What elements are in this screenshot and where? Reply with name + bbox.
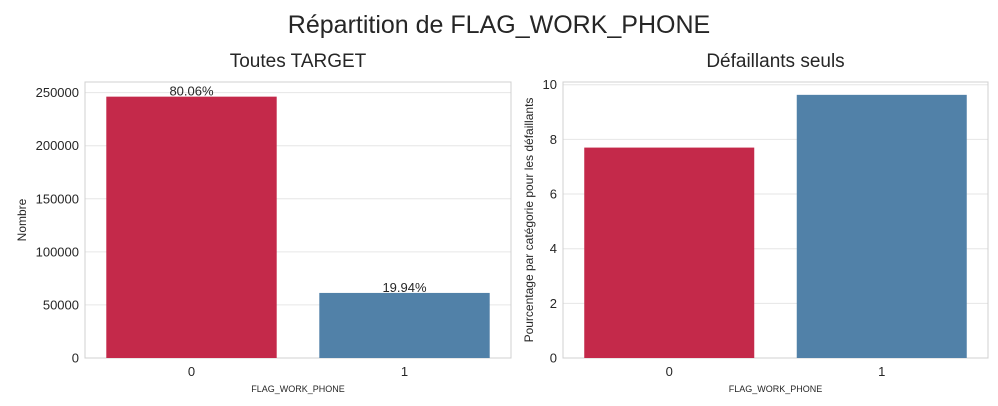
chart-right-bar-1 [796,94,967,358]
chart-left-bar-0 [106,96,277,358]
chart-right-ytick-label: 8 [550,132,557,147]
chart-right-ytick-label: 6 [550,187,557,202]
chart-left-ytick-label: 100000 [36,244,79,259]
chart-right-ytick-label: 2 [550,296,557,311]
chart-left-ytick-label: 150000 [36,191,79,206]
chart-left-ylabel: Nombre [15,198,29,241]
chart-right-xtick-label: 0 [666,364,673,379]
chart-left-bar-annotation: 80.06% [169,84,214,99]
chart-left-ytick-label: 50000 [43,297,79,312]
chart-left-bar-annotation: 19.94% [382,280,427,295]
chart-right-title: Défaillants seuls [706,51,844,72]
chart-right-xtick-label: 1 [878,364,885,379]
chart-left-title: Toutes TARGET [230,51,367,72]
chart-right-xlabel: FLAG_WORK_PHONE [729,384,823,394]
chart-left: Toutes TARGET FLAG_WORK_PHONE Nombre 0 50… [15,51,512,394]
chart-left-ytick-label: 0 [72,351,79,366]
figure-title: Répartition de FLAG_WORK_PHONE [288,11,710,39]
chart-right-ytick-label: 10 [543,77,557,92]
chart-left-ytick-label: 200000 [36,138,79,153]
chart-right-bar-0 [584,147,755,358]
chart-right-frame [562,81,989,359]
chart-left-ytick-label: 250000 [36,85,79,100]
chart-right: Défaillants seuls FLAG_WORK_PHONE Pource… [522,51,989,394]
chart-left-xtick-label: 0 [188,364,195,379]
chart-left-xtick-label: 1 [401,364,408,379]
chart-left-xlabel: FLAG_WORK_PHONE [251,384,345,394]
chart-left-bar-1 [319,292,490,358]
chart-left-frame [84,81,512,359]
chart-right-ytick-label: 4 [550,241,557,256]
chart-right-ytick-label: 0 [550,351,557,366]
chart-right-ylabel: Pourcentage par catégorie pour les défai… [522,98,536,343]
